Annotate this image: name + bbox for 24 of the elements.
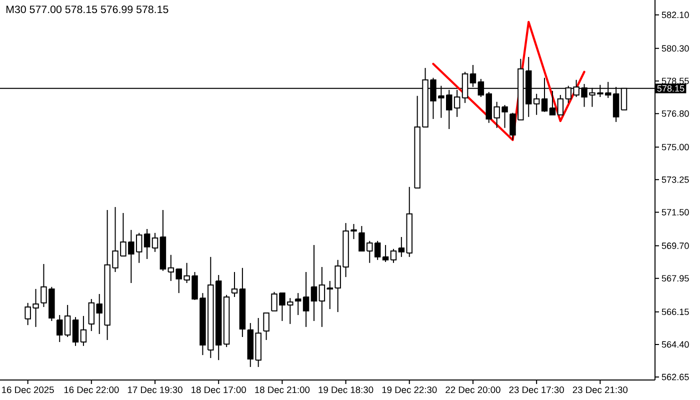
x-tick-label: 19 Dec 18:30 [318,386,374,394]
y-tick-label: 566.15 [662,308,689,316]
y-tick-label: 573.25 [662,176,689,183]
x-tick-label: 22 Dec 20:00 [446,386,500,394]
x-tick-label: 18 Dec 21:00 [255,386,310,394]
x-tick-label: 17 Dec 19:30 [128,386,182,394]
y-tick-label: 569.70 [662,242,689,249]
y-tick-label: 562.65 [662,374,689,380]
y-tick-label: 582.10 [662,12,689,18]
x-tick-label: 19 Dec 22:30 [382,386,437,394]
y-tick-label: 575.00 [662,144,689,150]
y-tick-label: 578.55 [662,78,689,84]
chart-title: M30 577.00 578.15 576.99 578.15 [6,6,168,14]
x-tick-label: 23 Dec 17:30 [509,386,564,394]
x-tick-label: 18 Dec 17:00 [192,386,246,394]
ref-line-label: 578.15 [657,85,684,92]
y-tick-label: 567.95 [662,275,689,282]
y-tick-label: 580.30 [662,45,689,52]
x-tick-label: 23 Dec 21:30 [572,386,628,394]
x-tick-label: 16 Dec 22:00 [64,386,119,394]
y-tick-label: 571.50 [662,209,689,216]
x-tick-label: 16 Dec 2025 [2,386,54,394]
y-tick-label: 576.80 [662,110,689,117]
y-tick-label: 564.40 [662,341,689,348]
